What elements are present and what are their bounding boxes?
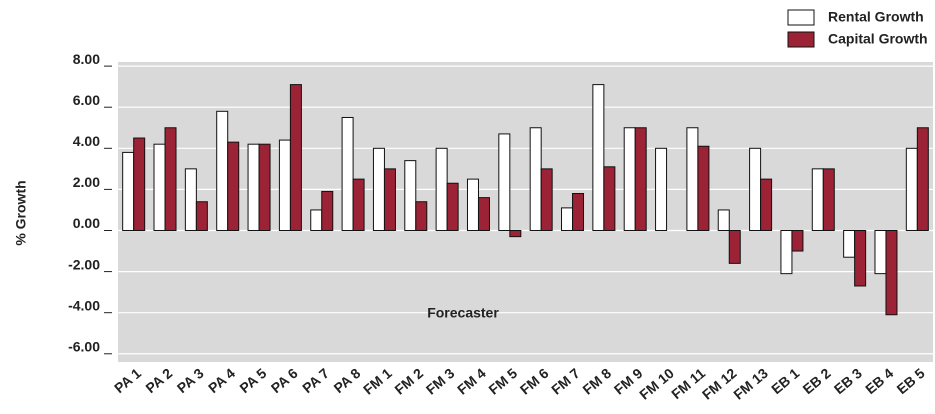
bar xyxy=(717,209,730,231)
x-tick-label: EB 5 xyxy=(894,365,928,397)
y-tick-label: 0.00 xyxy=(73,215,100,231)
bar xyxy=(843,229,856,258)
x-tick-label: FM 12 xyxy=(699,365,740,403)
x-tick-label: PA 8 xyxy=(330,365,363,396)
x-tick-label: PA 2 xyxy=(142,365,175,396)
bar xyxy=(477,197,490,231)
bar xyxy=(435,147,448,231)
x-tick-label: PA 5 xyxy=(236,365,269,396)
bar xyxy=(561,207,574,231)
bar xyxy=(697,145,710,231)
bar xyxy=(540,168,553,231)
x-tick-label: FM 10 xyxy=(636,365,677,403)
bar xyxy=(164,127,177,231)
bar xyxy=(509,229,522,238)
bar xyxy=(811,168,824,231)
y-axis-label: % Growth xyxy=(13,180,29,245)
y-tick-label: 6.00 xyxy=(73,92,100,108)
x-tick-label: FM 2 xyxy=(391,365,426,398)
x-tick-label: EB 4 xyxy=(862,365,896,397)
bar xyxy=(352,178,365,231)
x-tick-label: FM 4 xyxy=(454,365,489,398)
bar xyxy=(153,143,166,231)
bar xyxy=(749,147,762,231)
bar xyxy=(216,110,229,231)
y-tick-label: -6.00 xyxy=(68,338,100,354)
bar xyxy=(372,147,385,231)
bar xyxy=(760,178,773,231)
bar xyxy=(258,143,271,231)
bar xyxy=(404,160,417,231)
bar xyxy=(728,229,741,264)
bar xyxy=(854,229,867,287)
x-tick-label: FM 3 xyxy=(423,365,458,398)
bar xyxy=(278,139,291,231)
bar xyxy=(592,84,605,231)
bar xyxy=(310,209,323,231)
x-tick-label: PA 4 xyxy=(205,365,238,396)
bar xyxy=(623,127,636,231)
bar xyxy=(498,133,511,231)
y-tick-label: -4.00 xyxy=(68,297,100,313)
bar xyxy=(874,229,887,275)
x-tick-label: PA 1 xyxy=(111,365,144,396)
y-tick-label: -2.00 xyxy=(68,256,100,272)
bar xyxy=(603,166,616,231)
bar xyxy=(529,127,542,231)
bar xyxy=(321,190,334,231)
bar xyxy=(341,116,354,231)
bar xyxy=(634,127,647,231)
bar xyxy=(916,127,929,231)
legend-swatch xyxy=(787,9,815,26)
bar xyxy=(446,182,459,231)
annotation: Forecaster xyxy=(427,305,499,321)
y-tick-label: 2.00 xyxy=(73,174,100,190)
bar xyxy=(905,147,918,231)
x-tick-label: FM 6 xyxy=(517,365,552,398)
x-tick-label: FM 7 xyxy=(548,365,583,398)
x-tick-label: PA 3 xyxy=(174,365,207,396)
x-tick-label: PA 6 xyxy=(268,365,301,396)
legend-label: Capital Growth xyxy=(828,31,928,47)
bar xyxy=(195,201,208,231)
bar xyxy=(885,229,898,316)
y-tick-label: 8.00 xyxy=(73,51,100,67)
legend-label: Rental Growth xyxy=(828,9,924,25)
bar xyxy=(466,178,479,231)
x-tick-label: FM 5 xyxy=(485,365,520,398)
bar xyxy=(383,168,396,231)
bar xyxy=(184,168,197,231)
bar xyxy=(122,151,135,231)
bar xyxy=(791,229,804,252)
bar xyxy=(572,193,585,231)
bar xyxy=(415,201,428,231)
x-tick-label: FM 13 xyxy=(730,365,771,403)
bar xyxy=(227,141,240,231)
bar xyxy=(133,137,146,231)
y-tick-label: 4.00 xyxy=(73,133,100,149)
x-tick-label: FM 8 xyxy=(579,365,614,398)
bar xyxy=(780,229,793,275)
x-tick-label: EB 2 xyxy=(799,365,833,397)
x-tick-label: EB 1 xyxy=(768,365,802,397)
x-tick-label: FM 11 xyxy=(668,365,708,402)
legend-swatch xyxy=(787,31,815,48)
x-tick-label: FM 1 xyxy=(360,365,395,398)
bar xyxy=(655,147,668,231)
bar xyxy=(822,168,835,231)
bar xyxy=(289,84,302,231)
bar xyxy=(686,127,699,231)
bar xyxy=(247,143,260,231)
x-tick-label: PA 7 xyxy=(299,365,332,396)
x-tick-label: EB 3 xyxy=(831,365,865,397)
